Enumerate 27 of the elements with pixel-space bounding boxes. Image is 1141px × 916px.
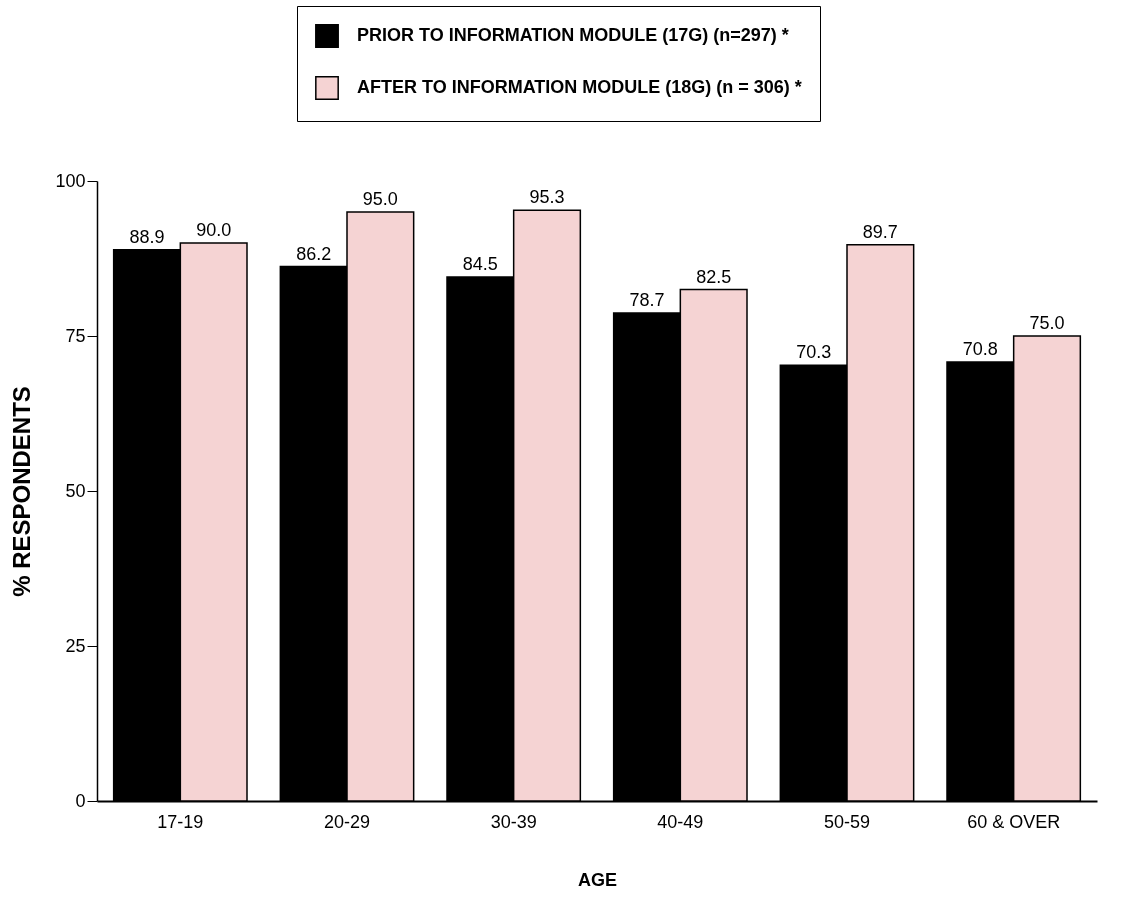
data-label: 70.3	[796, 342, 832, 363]
x-tick-label: 40-49	[657, 811, 704, 832]
data-label: 78.7	[629, 290, 665, 311]
data-label: 95.3	[529, 187, 565, 208]
data-label: 82.5	[696, 266, 732, 287]
data-label: 75.0	[1029, 313, 1065, 333]
data-label: 95.0	[362, 189, 398, 209]
data-label: 89.7	[862, 221, 898, 242]
legend-label: AFTER TO INFORMATION MODULE (18G) (n = 306) *	[357, 77, 802, 97]
y-tick-label: 75	[65, 325, 86, 346]
x-tick-label: 17-19	[157, 811, 204, 832]
data-label: 84.5	[462, 254, 498, 275]
data-label: 90.0	[196, 220, 232, 240]
x-tick-label: 30-39	[490, 811, 537, 832]
y-tick-label: 25	[65, 635, 86, 656]
data-label: 86.2	[296, 243, 332, 264]
x-tick-label: 20-29	[323, 811, 371, 832]
y-axis-title: % RESPONDENTS	[8, 386, 36, 597]
y-tick-label: 100	[55, 170, 86, 191]
x-axis-title: AGE	[577, 869, 618, 890]
legend-label: PRIOR TO INFORMATION MODULE (17G) (n=297) *	[357, 25, 789, 45]
x-tick-label: 60 & OVER	[967, 811, 1061, 832]
x-tick-label: 50-59	[823, 811, 871, 832]
data-label: 88.9	[129, 226, 165, 247]
y-tick-label: 0	[75, 790, 86, 811]
y-tick-label: 50	[65, 480, 86, 501]
data-label: 70.8	[962, 339, 998, 360]
